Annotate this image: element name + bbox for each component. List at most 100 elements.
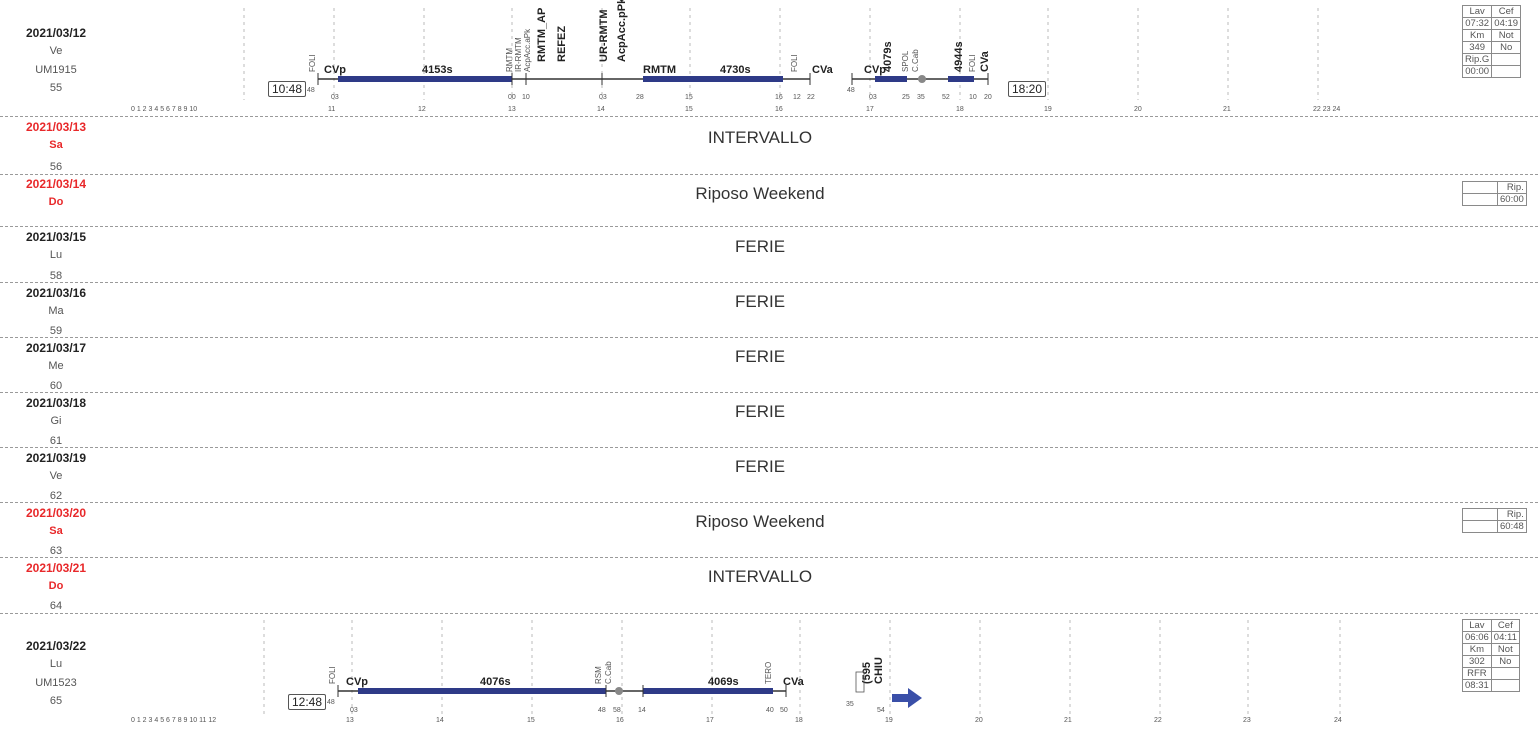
day-row[interactable]: 2021/03/20 Sa 63 Riposo Weekend Rip. 60:… bbox=[0, 503, 1538, 558]
day-row[interactable]: 2021/03/18 Gi 61 FERIE bbox=[0, 393, 1538, 448]
day-weekday: Do bbox=[48, 580, 64, 592]
day-message: FERIE bbox=[734, 237, 786, 256]
svg-text:SPOL: SPOL bbox=[901, 50, 910, 72]
day-number: 62 bbox=[49, 490, 63, 502]
day-date: 2021/03/17 bbox=[25, 341, 87, 355]
day-row[interactable]: 2021/03/15 Lu 58 FERIE bbox=[0, 227, 1538, 283]
day-number: 60 bbox=[49, 380, 63, 392]
day-row[interactable]: 2021/03/14 Do Riposo Weekend Rip. 60:00 bbox=[0, 175, 1538, 227]
svg-text:18: 18 bbox=[956, 106, 964, 113]
svg-text:(595: (595 bbox=[861, 662, 873, 684]
svg-text:14: 14 bbox=[436, 717, 444, 724]
svg-text:20: 20 bbox=[975, 717, 983, 724]
svg-text:AcpAcc.aPk: AcpAcc.aPk bbox=[523, 28, 532, 72]
svg-text:REFEZ: REFEZ bbox=[556, 26, 568, 62]
svg-text:21: 21 bbox=[1064, 717, 1072, 724]
svg-text:40: 40 bbox=[766, 707, 774, 714]
shift-stats-table: Lav Cef 06:06 04:11 Km Not 302 No RFR 08:31 bbox=[1462, 619, 1520, 692]
svg-text:CVa: CVa bbox=[812, 64, 834, 76]
svg-text:0 1 2 3 4 5 6 7 8 9 10 11 12: 0 1 2 3 4 5 6 7 8 9 10 11 12 bbox=[131, 717, 216, 724]
svg-text:23: 23 bbox=[1243, 717, 1251, 724]
day-date: 2021/03/12 bbox=[25, 26, 87, 40]
day-message: INTERVALLO bbox=[707, 567, 813, 586]
svg-text:58: 58 bbox=[613, 707, 621, 714]
svg-text:RMTM: RMTM bbox=[643, 64, 676, 76]
svg-text:16: 16 bbox=[775, 94, 783, 101]
svg-text:RMTM: RMTM bbox=[505, 48, 514, 72]
svg-text:FOLI: FOLI bbox=[308, 54, 317, 72]
svg-text:14: 14 bbox=[597, 106, 605, 113]
svg-text:15: 15 bbox=[527, 717, 535, 724]
svg-text:35: 35 bbox=[917, 94, 925, 101]
svg-text:13: 13 bbox=[346, 717, 354, 724]
rest-table: Rip. 60:00 bbox=[1462, 181, 1527, 206]
svg-text:CVa: CVa bbox=[979, 50, 991, 72]
day-row[interactable]: 2021/03/19 Ve 62 FERIE bbox=[0, 448, 1538, 503]
day-row[interactable]: 2021/03/13 Sa 56 INTERVALLO bbox=[0, 117, 1538, 175]
svg-text:10: 10 bbox=[969, 94, 977, 101]
day-date: 2021/03/18 bbox=[25, 396, 87, 410]
day-number: 56 bbox=[49, 161, 63, 173]
day-number: 64 bbox=[49, 600, 63, 612]
svg-text:CVp: CVp bbox=[864, 64, 886, 76]
day-date: 2021/03/22 bbox=[25, 639, 87, 653]
svg-text:4076s: 4076s bbox=[480, 676, 511, 688]
day-message: Riposo Weekend bbox=[695, 512, 825, 531]
svg-text:52: 52 bbox=[942, 94, 950, 101]
day-row[interactable]: 2021/03/22 Lu UM1523 65 CVp 4076s 4069s CV… bbox=[0, 614, 1538, 738]
svg-text:FOLI: FOLI bbox=[328, 666, 337, 684]
day-message: FERIE bbox=[734, 292, 786, 311]
svg-text:54: 54 bbox=[877, 707, 885, 714]
rest-table: Rip. 60:48 bbox=[1462, 508, 1527, 533]
svg-text:22: 22 bbox=[807, 94, 815, 101]
day-date: 2021/03/15 bbox=[25, 230, 87, 244]
svg-text:03: 03 bbox=[350, 707, 358, 714]
day-number: 55 bbox=[49, 82, 63, 94]
svg-text:24: 24 bbox=[1334, 717, 1342, 724]
svg-text:4079s: 4079s bbox=[882, 41, 894, 72]
svg-text:12: 12 bbox=[793, 94, 801, 101]
svg-text:48: 48 bbox=[307, 87, 315, 94]
shift-code: UM1915 bbox=[35, 64, 77, 76]
svg-text:28: 28 bbox=[636, 94, 644, 101]
svg-text:C.Cab: C.Cab bbox=[604, 661, 613, 684]
svg-text:15: 15 bbox=[685, 106, 693, 113]
svg-text:4730s: 4730s bbox=[720, 64, 751, 76]
day-row[interactable]: 2021/03/21 Do 64 INTERVALLO bbox=[0, 558, 1538, 614]
day-number: 58 bbox=[49, 270, 63, 282]
svg-text:RSM: RSM bbox=[594, 666, 603, 684]
day-weekday: Do bbox=[48, 196, 64, 208]
svg-text:00: 00 bbox=[508, 94, 516, 101]
day-date: 2021/03/16 bbox=[25, 286, 87, 300]
svg-text:19: 19 bbox=[1044, 106, 1052, 113]
day-message: FERIE bbox=[734, 402, 786, 421]
svg-text:CVa: CVa bbox=[783, 676, 805, 688]
day-row[interactable]: 2021/03/16 Ma 59 FERIE bbox=[0, 283, 1538, 338]
svg-text:15: 15 bbox=[685, 94, 693, 101]
shift-start-time: 12:48 bbox=[288, 694, 327, 710]
day-row[interactable]: 2021/03/12 Ve UM1915 55 CVp 4153s RMTM 473… bbox=[0, 0, 1538, 117]
svg-text:C.Cab: C.Cab bbox=[911, 49, 920, 72]
day-weekday: Ve bbox=[49, 470, 63, 482]
day-number: 59 bbox=[49, 325, 63, 337]
day-row[interactable]: 2021/03/17 Me 60 FERIE bbox=[0, 338, 1538, 393]
svg-text:03: 03 bbox=[869, 94, 877, 101]
svg-text:4153s: 4153s bbox=[422, 64, 453, 76]
shift-timeline[interactable]: CVp 4153s RMTM 4730s CVa CVp FOLI RMTM IR-R… bbox=[0, 0, 1538, 117]
day-number: 63 bbox=[49, 545, 63, 557]
day-weekday: Me bbox=[48, 360, 64, 372]
day-weekday: Lu bbox=[49, 249, 63, 261]
svg-text:19: 19 bbox=[885, 717, 893, 724]
svg-text:RMTM_AP: RMTM_AP bbox=[536, 8, 548, 62]
svg-text:21: 21 bbox=[1223, 106, 1231, 113]
svg-text:14: 14 bbox=[638, 707, 646, 714]
shift-timeline[interactable]: CVp 4076s 4069s CVa FOLI RSM C.Cab TERO (5… bbox=[0, 614, 1538, 738]
day-date: 2021/03/14 bbox=[25, 177, 87, 191]
day-message: FERIE bbox=[734, 457, 786, 476]
svg-text:UR-RMTM: UR-RMTM bbox=[598, 9, 610, 62]
svg-text:FOLI: FOLI bbox=[968, 54, 977, 72]
svg-text:AcpAcc.pPk: AcpAcc.pPk bbox=[616, 0, 628, 62]
day-date: 2021/03/19 bbox=[25, 451, 87, 465]
svg-text:35: 35 bbox=[846, 701, 854, 708]
svg-text:FOLI: FOLI bbox=[790, 54, 799, 72]
